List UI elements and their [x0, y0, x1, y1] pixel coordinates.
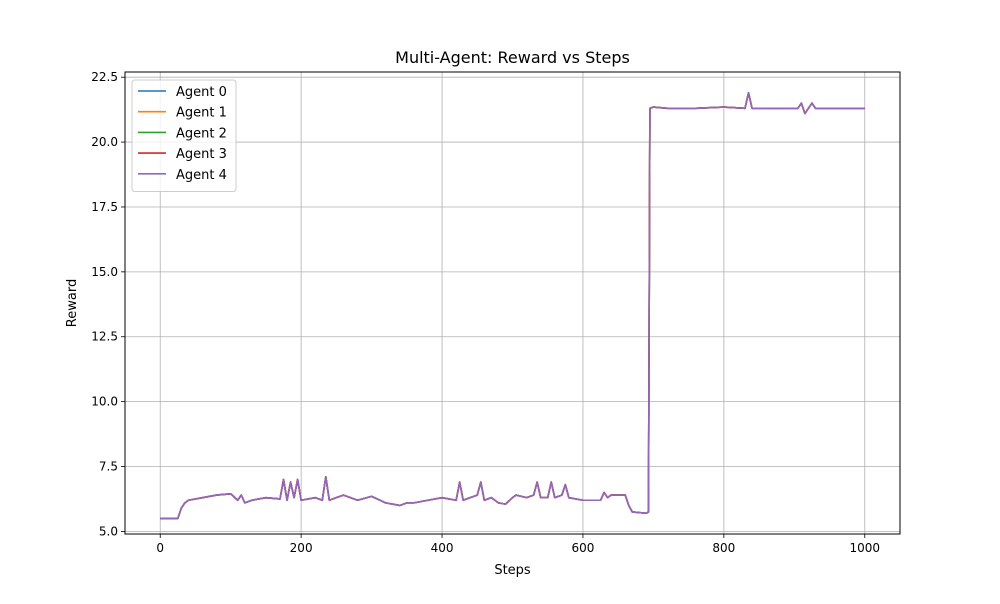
series-line-agent-4	[160, 91, 865, 520]
y-tick-label: 17.5	[91, 200, 118, 214]
x-tick-label: 400	[431, 541, 454, 555]
x-tick-label: 600	[572, 541, 595, 555]
x-tick-label: 200	[290, 541, 313, 555]
legend-label-agent-0: Agent 0	[176, 85, 227, 100]
x-tick-label: 0	[156, 541, 164, 555]
legend-label-agent-2: Agent 2	[176, 126, 227, 141]
series-lines	[160, 91, 865, 520]
y-axis-label: Reward	[65, 279, 80, 327]
y-tick-label: 15.0	[91, 265, 118, 279]
y-tick-label: 10.0	[91, 395, 118, 409]
y-tick-label: 20.0	[91, 135, 118, 149]
legend-box	[131, 79, 237, 192]
legend-label-agent-3: Agent 3	[176, 147, 227, 162]
x-tick-label: 1000	[849, 541, 880, 555]
axis-ticks: 0 200 400 600 800 1000 5.0 7.5 10.0 12.5 15.0 17.5 2…	[91, 70, 880, 555]
chart-title: Multi-Agent: Reward vs Steps	[395, 48, 630, 67]
x-axis-label: Steps	[494, 563, 531, 578]
plot-area-frame	[124, 71, 901, 535]
legend-label-agent-4: Agent 4	[176, 168, 227, 183]
y-tick-label: 12.5	[91, 330, 118, 344]
legend: Agent 0 Agent 1 Agent 2 Agent 3 Agent 4	[131, 79, 237, 192]
y-tick-label: 7.5	[99, 460, 118, 474]
grid-lines	[125, 72, 900, 534]
y-tick-label: 5.0	[99, 524, 118, 538]
legend-label-agent-1: Agent 1	[176, 106, 227, 121]
x-tick-label: 800	[712, 541, 735, 555]
y-tick-label: 22.5	[91, 70, 118, 84]
